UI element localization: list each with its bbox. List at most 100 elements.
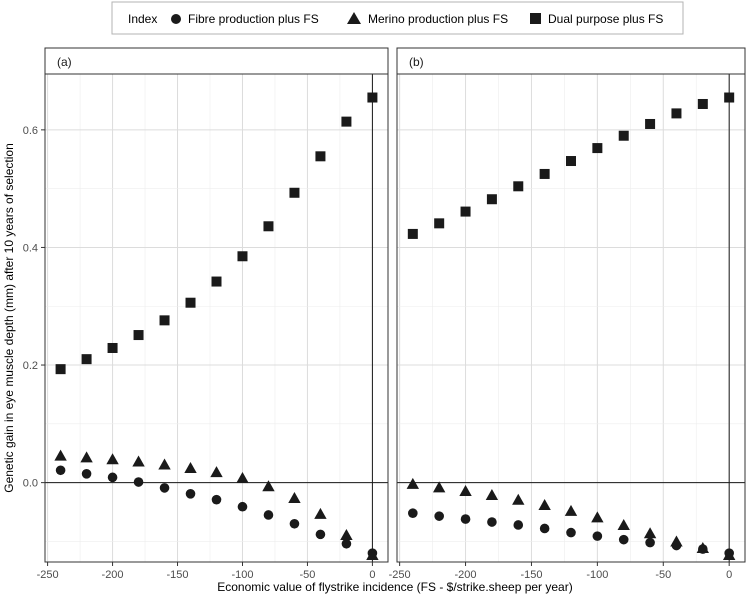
point-fibre [107,472,118,483]
point-dual [263,221,274,232]
point-merino [459,484,472,496]
point-dual [341,116,352,127]
point-dual [289,187,300,198]
panel-b: (b) -250 -200 -150 -100 -50 0 [389,47,746,581]
panel-b-label: (b) [409,55,424,69]
point-merino [591,511,604,523]
point-dual [645,118,656,129]
point-merino [54,449,67,461]
point-merino [106,453,119,465]
point-fibre [513,520,524,530]
x-tick-label: -200 [102,569,124,581]
point-fibre [341,538,352,549]
point-merino [696,541,710,553]
y-tick-label: 0.2 [23,360,38,372]
y-tick-label: 0.6 [23,125,38,137]
point-dual [315,151,326,162]
point-merino [722,549,736,561]
point-fibre [55,465,66,476]
point-fibre [159,483,170,493]
point-merino [485,489,499,501]
legend-marker-square [530,13,541,24]
point-merino [340,529,353,541]
point-merino [643,527,657,539]
point-fibre [289,518,300,529]
panel-b-border [396,73,746,563]
panel-b-grid [397,74,745,562]
point-merino [617,519,630,531]
panel-b-points [406,92,736,561]
panel-b-x-ticks: -250 -200 -150 -100 -50 0 [389,562,732,581]
point-merino [80,451,93,463]
point-dual [724,92,735,103]
x-tick-label: 0 [726,569,732,581]
x-tick-label: -250 [37,569,59,581]
point-dual [237,251,248,262]
point-dual [407,228,418,239]
point-dual [367,92,378,103]
panel-a-strip [44,47,389,75]
y-axis-title: Genetic gain in eye muscle depth (mm) af… [2,143,16,493]
panel-b-strip [396,47,746,75]
point-dual [185,297,196,308]
panel-b-reflines [397,74,745,562]
point-dual [460,206,471,217]
legend: Index Fibre production plus FS Merino pr… [111,1,684,35]
point-dual [671,108,682,119]
legend-label-dual: Dual purpose plus FS [548,12,663,26]
y-tick-label: 0.0 [23,478,38,490]
x-tick-label: -150 [167,569,189,581]
x-tick-label: -150 [520,569,542,581]
point-fibre [81,469,92,479]
point-merino [366,549,379,561]
point-merino [262,480,275,492]
point-fibre [263,510,274,520]
point-merino [314,507,327,519]
legend-box [111,1,684,35]
point-merino [158,458,171,470]
point-fibre [133,477,144,487]
legend-marker-triangle [347,12,361,24]
point-dual [566,156,576,167]
point-merino [564,504,578,516]
y-tick-label: 0.4 [23,242,38,254]
point-dual [211,276,222,287]
legend-marker-circle [171,14,181,24]
point-dual [133,330,144,341]
panel-a-border [44,73,389,563]
point-fibre [539,523,550,534]
point-merino [184,462,197,474]
point-fibre [460,514,471,524]
panel-a-grid [45,74,388,562]
point-dual [107,342,118,353]
point-dual [697,98,708,109]
point-fibre [618,534,629,545]
point-merino [538,499,551,511]
point-merino [406,477,420,489]
panel-a: (a) -250 -200 -150 -100 -50 0 [37,47,389,581]
point-dual [434,218,445,229]
x-tick-label: 0 [369,569,375,581]
point-fibre [645,537,655,548]
x-tick-label: -50 [299,569,315,581]
panel-a-label: (a) [57,55,72,69]
x-tick-label: -100 [586,569,608,581]
y-axis: 0.0 0.2 0.4 0.6 [23,125,45,490]
legend-label-fibre: Fibre production plus FS [188,12,319,26]
legend-title: Index [128,12,157,26]
point-fibre [408,508,418,518]
legend-label-merino: Merino production plus FS [368,12,508,26]
x-tick-label: -200 [455,569,477,581]
x-tick-label: -100 [231,569,253,581]
point-dual [618,130,629,141]
point-fibre [566,527,576,538]
point-dual [486,194,497,205]
point-merino [670,535,683,547]
point-merino [288,492,301,504]
point-fibre [237,501,248,512]
point-dual [55,364,66,375]
x-tick-label: -50 [655,569,671,581]
point-merino [132,455,145,467]
point-dual [592,143,603,154]
